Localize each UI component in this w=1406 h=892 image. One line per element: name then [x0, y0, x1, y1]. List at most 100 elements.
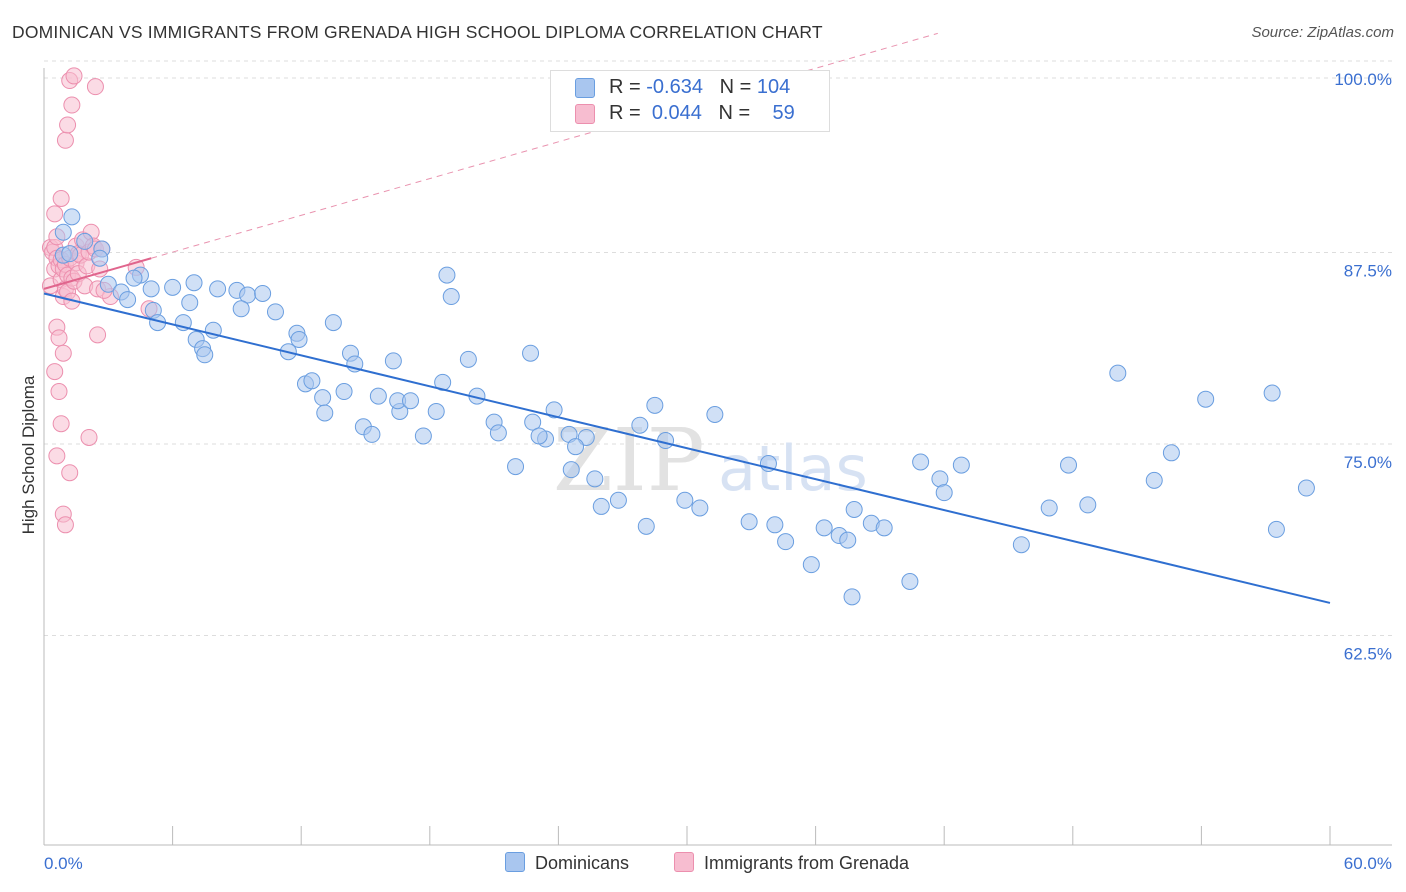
y-tick-label: 100.0% — [1334, 70, 1392, 89]
dominican-point — [185, 274, 203, 292]
dominican-point — [196, 346, 214, 364]
dominican-point — [815, 519, 833, 537]
dominican-point — [119, 291, 137, 309]
watermark-atlas: atlas — [718, 432, 868, 505]
grenada-point — [80, 428, 98, 446]
dominican-point — [316, 404, 334, 422]
grenada-point — [52, 189, 70, 207]
dominican-point — [254, 284, 272, 302]
legend-r-value: -0.634 — [646, 76, 703, 98]
grenada-point — [50, 383, 68, 401]
grenada-point — [54, 344, 72, 362]
dominican-point — [335, 383, 353, 401]
legend-n-label: N = — [718, 102, 756, 124]
dominican-point — [507, 458, 525, 476]
dominican-point — [1263, 384, 1281, 402]
chart-title: DOMINICAN VS IMMIGRANTS FROM GRENADA HIG… — [12, 22, 823, 42]
dominican-point — [631, 416, 649, 434]
dominican-point — [740, 513, 758, 531]
dominican-point — [1040, 499, 1058, 517]
grenada-point — [86, 78, 104, 96]
dominican-point — [1109, 364, 1127, 382]
dominican-point — [676, 491, 694, 509]
legend-r-label: R = — [609, 76, 647, 98]
dominican-point — [459, 350, 477, 368]
dominican-point — [545, 401, 563, 419]
dominican-point — [952, 456, 970, 474]
source-label: Source: ZipAtlas.com — [1251, 24, 1394, 41]
dominican-point — [164, 278, 182, 296]
dominican-point — [402, 392, 420, 410]
dominican-point — [314, 389, 332, 407]
grenada-point — [59, 116, 77, 134]
dominican-point — [99, 275, 117, 293]
grenada-point — [50, 329, 68, 347]
dominican-point — [522, 344, 540, 362]
bottom-legend-label: Dominicans — [535, 853, 630, 873]
dominican-point — [438, 266, 456, 284]
grenada-point — [63, 96, 81, 114]
dominican-point — [369, 387, 387, 405]
grenada-trend-line — [43, 257, 152, 290]
bottom-legend-grenada: Immigrants from Grenada — [674, 852, 909, 874]
dominican-point — [706, 406, 724, 424]
dominican-point — [586, 470, 604, 488]
grenada-point — [52, 415, 70, 433]
watermark: ZIP atlas — [553, 411, 868, 511]
dominican-point — [592, 497, 610, 515]
grenada-point — [56, 131, 74, 149]
grid-lines — [44, 60, 1392, 636]
dominican-point — [766, 516, 784, 534]
dominican-point — [91, 249, 109, 267]
dominican-point — [324, 314, 342, 332]
dominican-point — [1267, 520, 1285, 538]
dominican-point — [1060, 456, 1078, 474]
dominican-point — [843, 588, 861, 606]
grenada-point — [48, 447, 66, 465]
dominicans-points — [54, 208, 1315, 606]
trend-lines — [43, 32, 1331, 604]
dominican-point — [777, 533, 795, 551]
correlation-legend: R = -0.634 N = 104 R = 0.044 N = 59 — [550, 70, 830, 132]
dominican-point — [912, 453, 930, 471]
dominican-point — [567, 438, 585, 456]
legend-r-label: R = — [609, 102, 647, 124]
dominican-point — [125, 269, 143, 287]
dominican-point — [1297, 479, 1315, 497]
dominican-point — [61, 245, 79, 263]
dominican-point — [303, 372, 321, 390]
dominican-point — [562, 461, 580, 479]
dominican-point — [802, 556, 820, 574]
bottom-legend-dominicans: Dominicans — [505, 852, 629, 874]
dominican-point — [1079, 496, 1097, 514]
y-tick-label: 62.5% — [1344, 645, 1392, 664]
dominican-point — [290, 330, 308, 348]
blue-swatch — [505, 852, 525, 872]
grenada-point — [61, 464, 79, 482]
dominican-point — [637, 517, 655, 535]
dominican-point — [901, 572, 919, 590]
dominican-point — [530, 427, 548, 445]
dominican-point — [63, 208, 81, 226]
grenada-point — [56, 516, 74, 534]
dominican-point — [363, 425, 381, 443]
dominican-point — [427, 402, 445, 420]
dominican-point — [845, 500, 863, 518]
pink-swatch — [575, 104, 595, 124]
grenada-point — [46, 363, 64, 381]
x-tick-label: 0.0% — [44, 854, 83, 873]
legend-n-value: 104 — [756, 76, 791, 98]
grenada-points — [41, 67, 158, 534]
y-tick-label: 87.5% — [1344, 262, 1392, 281]
dominican-point — [935, 484, 953, 502]
dominican-point — [1197, 390, 1215, 408]
dominican-point — [875, 519, 893, 537]
bottom-legend-label: Immigrants from Grenada — [704, 853, 910, 873]
grenada-trend-extension — [151, 32, 938, 259]
dominican-point — [181, 294, 199, 312]
dominican-point — [1162, 444, 1180, 462]
dominican-point — [266, 303, 284, 321]
y-axis-label: High School Diploma — [19, 375, 38, 534]
dominican-point — [414, 427, 432, 445]
